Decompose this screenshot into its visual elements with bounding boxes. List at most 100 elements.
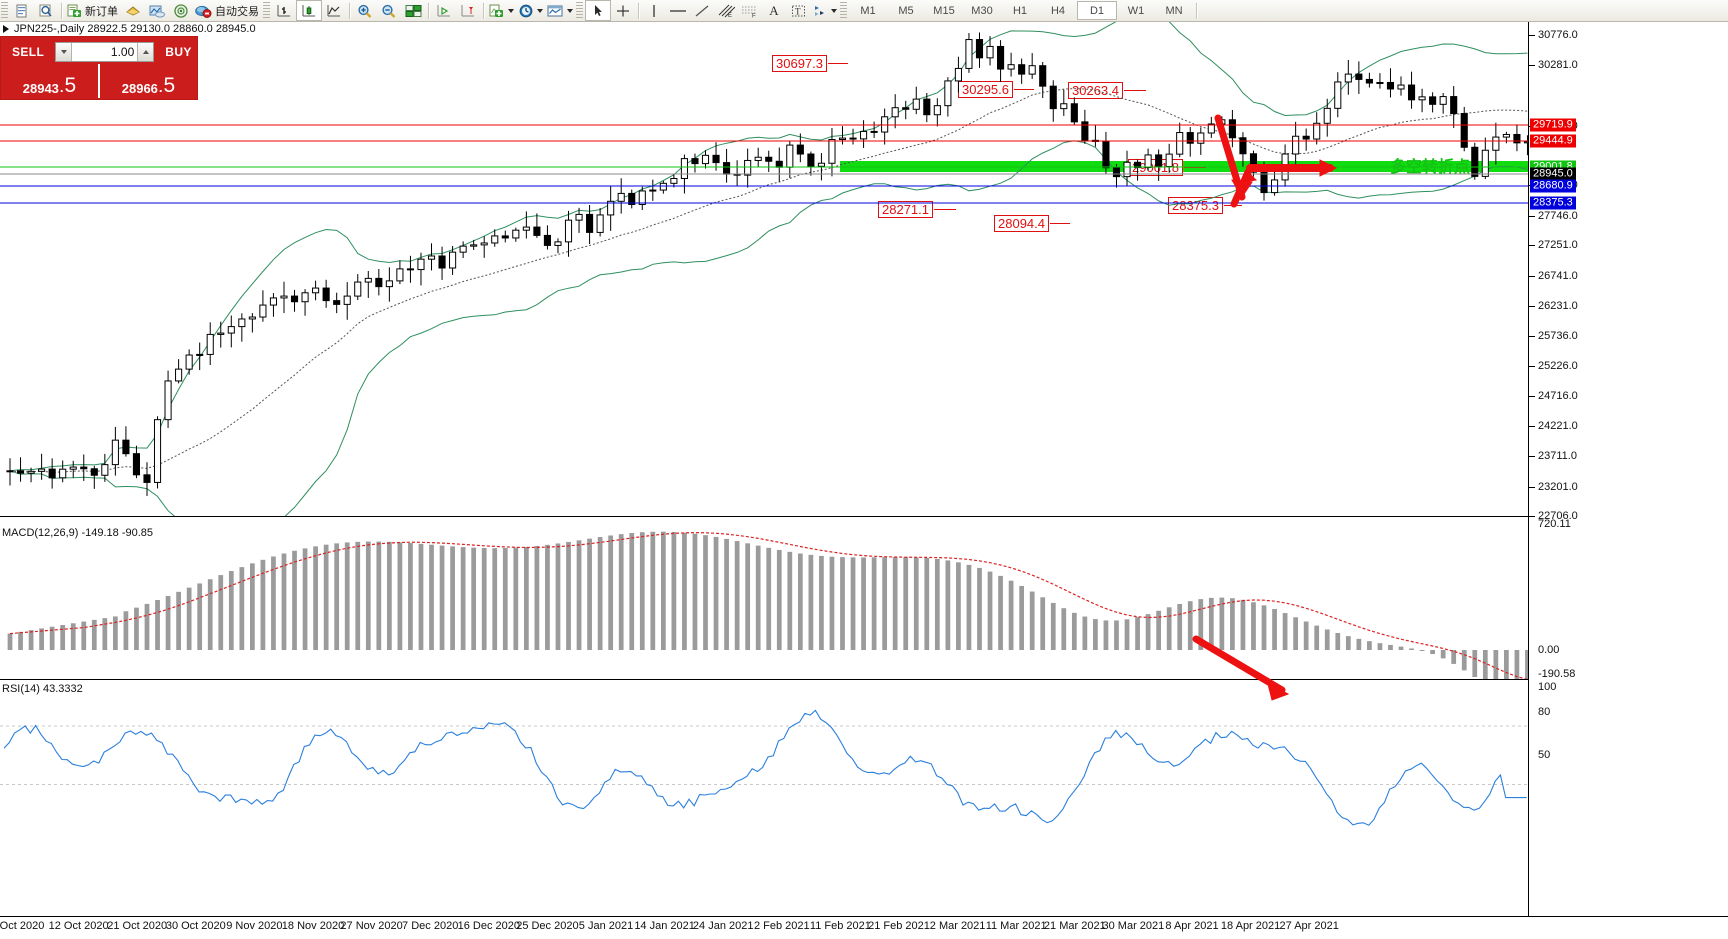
chevron-down-icon[interactable] [537, 8, 543, 13]
drawn-arrows [1192, 114, 1338, 701]
autoscroll-icon[interactable] [432, 1, 456, 20]
sell-button[interactable]: SELL [12, 44, 45, 59]
ann-30295[interactable]: 30295.6 [958, 81, 1013, 98]
candlestick-chart-icon[interactable] [296, 0, 322, 21]
templates-button[interactable] [545, 1, 575, 20]
volume-increase-button[interactable] [137, 42, 154, 61]
equidistant-channel-icon[interactable]: E [714, 1, 738, 20]
zoom-out-icon[interactable] [377, 1, 401, 20]
date-tick-label: 21 Oct 2020 [107, 920, 168, 932]
rsi-pane[interactable] [0, 682, 1528, 938]
tile-windows-icon[interactable] [401, 1, 425, 20]
bar-chart-icon[interactable] [272, 1, 296, 20]
volume-input[interactable]: 1.00 [110, 44, 135, 59]
macd-histogram-bar [134, 607, 139, 650]
timeframe-h1[interactable]: H1 [1012, 4, 1028, 17]
candlestick [1450, 86, 1458, 128]
ann-30697[interactable]: 30697.3 [772, 55, 827, 72]
ann-28271[interactable]: 28271.1 [878, 201, 933, 218]
macd-histogram-bar [682, 532, 687, 650]
macd-histogram-bar [1324, 629, 1330, 650]
fibonacci-icon[interactable]: F [738, 1, 762, 20]
price-marker-29719-9[interactable]: 29719.9 [1530, 118, 1576, 132]
expert-advisor-icon[interactable] [121, 1, 145, 20]
oct-price-row[interactable]: 28943 . 5 28966 . 5 [1, 64, 197, 98]
ann-28094[interactable]: 28094.4 [994, 215, 1049, 232]
text-label-icon[interactable]: T [786, 1, 810, 20]
timeframe-m15[interactable]: M15 [933, 4, 955, 17]
price-marker-28945-0[interactable]: 28945.0 [1530, 167, 1576, 181]
find-icon[interactable] [34, 1, 58, 20]
candlestick [1460, 106, 1468, 152]
candlestick [501, 230, 509, 243]
candlestick [1186, 127, 1194, 157]
chevron-down-icon[interactable] [508, 8, 514, 13]
new-order-button[interactable]: 新订单 [65, 1, 121, 20]
chart-area[interactable]: MACD(12,26,9) -149.18 -90.85 RSI(14) 43.… [0, 22, 1728, 938]
macd-histogram-bar [81, 621, 87, 650]
macd-histogram-bar [1440, 650, 1446, 659]
chart-window-icon[interactable] [10, 1, 34, 20]
macd-histogram-bar [313, 546, 318, 650]
chevron-down-icon[interactable] [831, 8, 837, 13]
timeframe-mn[interactable]: MN [1165, 4, 1183, 17]
macd-pane[interactable] [0, 519, 1528, 679]
toolbar-grip-2[interactable] [263, 2, 270, 19]
chevron-down-icon[interactable] [567, 8, 573, 13]
price-pane[interactable] [0, 22, 1528, 516]
sell-price[interactable]: 28943 . 5 [1, 64, 100, 98]
crosshair-icon[interactable] [611, 1, 635, 20]
price-tick-label: 25736.0 [1538, 330, 1578, 342]
indicators-button[interactable] [487, 1, 516, 20]
oct-controls-row[interactable]: SELL 1.00 BUY [1, 37, 197, 64]
timeframe-m1[interactable]: M1 [860, 4, 876, 17]
text-icon[interactable]: A [769, 2, 779, 18]
toolbar-grip[interactable] [1, 2, 8, 19]
line-chart-icon[interactable] [322, 1, 346, 20]
cursor-icon[interactable] [585, 0, 611, 21]
macd-histogram-bar [1145, 614, 1151, 650]
sell-price-main: 28943 [22, 81, 59, 96]
toolbar-grip-3[interactable] [576, 2, 583, 19]
timeframe-group[interactable]: M1 M5 M15 M30 H1 H4 D1 W1 MN [849, 1, 1200, 20]
timeframe-w1[interactable]: W1 [1127, 4, 1145, 17]
auto-trading-label: 自动交易 [215, 5, 259, 18]
buy-button[interactable]: BUY [165, 44, 192, 59]
market-watch-icon[interactable] [145, 1, 169, 20]
zoom-in-icon[interactable] [353, 1, 377, 20]
main-toolbar[interactable]: 新订单 自动交易 [0, 0, 1728, 22]
trendline-icon[interactable] [690, 1, 714, 20]
date-axis[interactable]: Oct 2020 12 Oct 2020 21 Oct 2020 30 Oct 202… [0, 916, 1728, 939]
navigator-icon[interactable] [169, 1, 193, 20]
candlestick [122, 426, 130, 457]
candlestick [459, 241, 467, 258]
vertical-line-icon[interactable] [642, 1, 666, 20]
macd-histogram-bar [260, 559, 266, 650]
timeframe-m5[interactable]: M5 [898, 4, 914, 17]
shapes-button[interactable] [810, 1, 839, 20]
price-marker-28375-3[interactable]: 28375.3 [1530, 196, 1576, 210]
timeframe-d1[interactable]: D1 [1077, 1, 1117, 20]
rsi-tick-label: 50 [1538, 749, 1551, 761]
macd-histogram-bar [1388, 644, 1393, 650]
horizontal-line-icon[interactable] [666, 1, 690, 20]
price-marker-28680-9[interactable]: 28680.9 [1530, 179, 1576, 193]
macd-histogram-bar [977, 567, 982, 650]
buy-price[interactable]: 28966 . 5 [100, 64, 197, 98]
timeframe-m30[interactable]: M30 [971, 4, 993, 17]
ann-28375[interactable]: 28375.3 [1168, 197, 1223, 214]
volume-stepper[interactable]: 1.00 [55, 41, 155, 62]
price-marker-29444-9[interactable]: 29444.9 [1530, 134, 1576, 148]
chart-shift-icon[interactable] [456, 1, 480, 20]
one-click-trading-panel[interactable]: SELL 1.00 BUY 28943 . 5 28966 . 5 [0, 36, 198, 100]
price-tick [1529, 65, 1535, 66]
auto-trading-button[interactable]: 自动交易 [193, 1, 262, 20]
volume-decrease-button[interactable] [56, 42, 73, 61]
timeframe-h4[interactable]: H4 [1050, 4, 1066, 17]
period-button[interactable] [516, 1, 545, 20]
price-axis[interactable]: 30776.030281.029261.028256.027746.027251… [1528, 22, 1728, 916]
date-tick-label: 18 Apr 2021 [1220, 920, 1281, 932]
rsi-label: RSI(14) 43.3332 [2, 683, 83, 695]
toolbar-grip-4[interactable] [840, 2, 847, 19]
macd-histogram-bar [1398, 646, 1404, 650]
